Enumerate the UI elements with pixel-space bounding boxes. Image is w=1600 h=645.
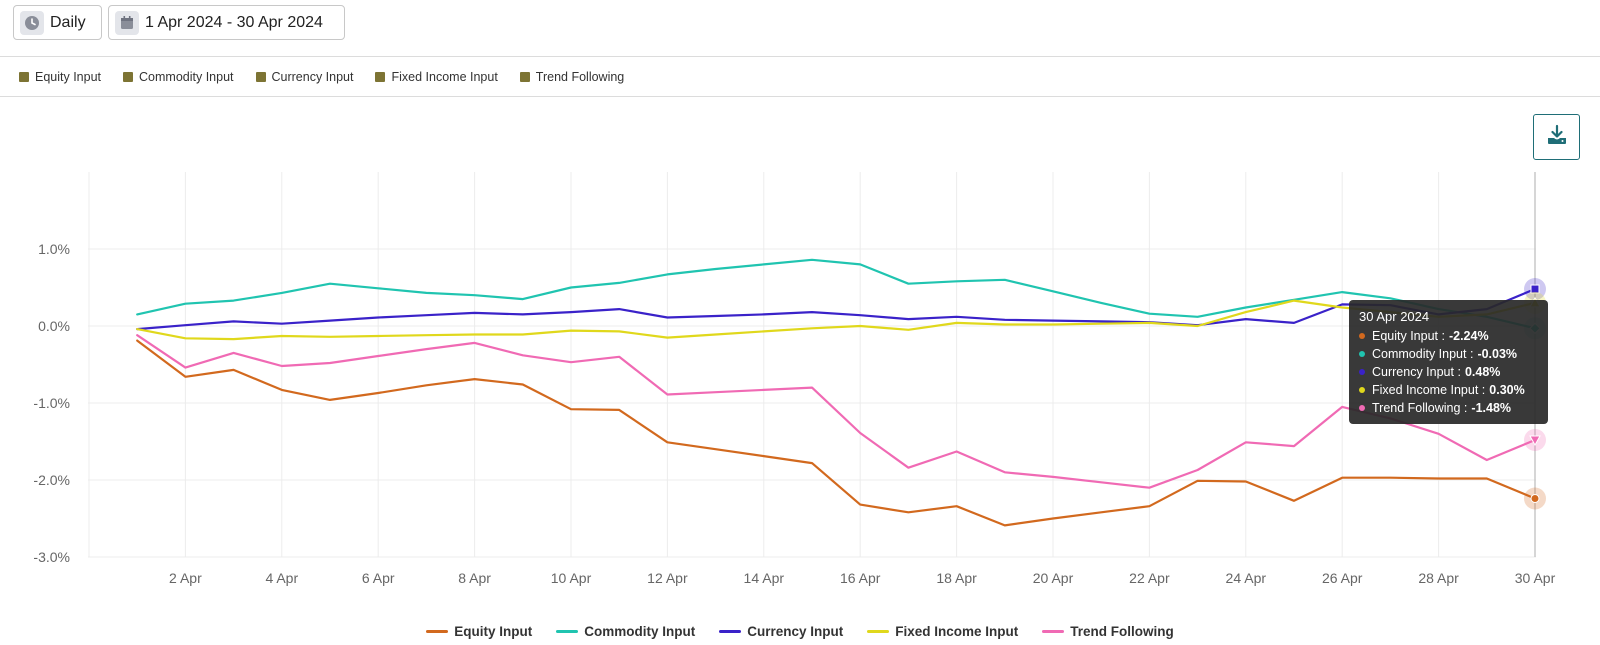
legend-swatch <box>719 629 742 633</box>
y-tick-label: -3.0% <box>33 549 70 565</box>
legend-label: Commodity Input <box>584 623 696 639</box>
tooltip-row: Currency Input :0.48% <box>1359 363 1538 381</box>
y-tick-label: -1.0% <box>33 395 70 411</box>
tooltip-value: -0.03% <box>1477 347 1518 361</box>
line-chart: -3.0% -2.0% -1.0% 0.0% 1.0% 2 Apr 4 Apr 6 Apr 8 … <box>33 172 1556 586</box>
data-point <box>1530 493 1540 503</box>
tooltip-label: Fixed Income Input : <box>1372 383 1486 397</box>
tooltip-row: Commodity Input : -0.03% <box>1359 345 1538 363</box>
tooltip-row: Trend Following : -1.48% <box>1359 399 1538 417</box>
tooltip-label: Equity Input : <box>1372 329 1445 343</box>
filter-fixed-income-input[interactable]: Fixed Income Input <box>375 69 498 84</box>
legend-label: Currency Input <box>747 623 844 639</box>
legend-item-equity-input[interactable]: Equity Input <box>426 624 532 639</box>
x-tick-label: 18 Apr <box>936 570 977 586</box>
series-line <box>136 258 1537 330</box>
tooltip-value: -1.48% <box>1471 401 1512 415</box>
tooltip-row: Equity Input : -2.24% <box>1359 327 1538 345</box>
calendar-icon <box>115 10 139 35</box>
series-line <box>136 339 1537 527</box>
filter-currency-input[interactable]: Currency Input <box>255 69 354 84</box>
tooltip-label: Trend Following : <box>1372 401 1468 415</box>
date-range-label: 1 Apr 2024 - 30 Apr 2024 <box>145 13 323 31</box>
filter-label: Fixed Income Input <box>391 69 498 84</box>
tooltip-label: Currency Input : <box>1372 365 1461 379</box>
legend-label: Fixed Income Input <box>895 623 1019 639</box>
legend-item-trend-following[interactable]: Trend Following <box>1042 624 1174 639</box>
legend-label: Trend Following <box>1070 623 1174 639</box>
tooltip-value: -2.24% <box>1448 329 1489 343</box>
filter-swatch <box>375 71 386 82</box>
x-tick-label: 10 Apr <box>551 570 592 586</box>
period-selector[interactable]: Daily <box>13 5 102 40</box>
legend-swatch <box>867 629 890 633</box>
filter-commodity-input[interactable]: Commodity Input <box>123 69 234 84</box>
chart-legend: Equity Input Commodity Input Currency In… <box>0 620 1600 642</box>
x-tick-label: 30 Apr <box>1515 570 1556 586</box>
clock-icon <box>20 10 44 35</box>
data-point <box>1529 435 1541 446</box>
x-tick-label: 6 Apr <box>362 570 395 586</box>
x-tick-label: 28 Apr <box>1418 570 1459 586</box>
x-tick-label: 2 Apr <box>169 570 202 586</box>
x-tick-label: 16 Apr <box>840 570 881 586</box>
series-line <box>136 334 1537 489</box>
y-tick-label: 1.0% <box>38 241 70 257</box>
filter-label: Commodity Input <box>139 69 234 84</box>
legend-label: Equity Input <box>454 623 533 639</box>
y-tick-label: -2.0% <box>33 472 70 488</box>
tooltip-label: Commodity Input : <box>1372 347 1474 361</box>
legend-swatch <box>1042 629 1065 633</box>
filter-swatch <box>19 71 29 82</box>
series-line <box>136 299 1537 341</box>
filter-label: Trend Following <box>535 69 625 84</box>
tooltip-dot <box>1359 387 1365 393</box>
x-tick-label: 26 Apr <box>1322 570 1363 586</box>
toolbar: Daily 1 Apr 2024 - 30 Apr 2024 <box>0 0 1600 57</box>
x-tick-label: 4 Apr <box>265 570 298 586</box>
x-tick-label: 20 Apr <box>1033 570 1074 586</box>
series-line <box>136 287 1537 331</box>
y-tick-label: 0.0% <box>38 318 70 334</box>
legend-swatch <box>556 629 579 633</box>
data-point <box>1530 284 1540 294</box>
tooltip-value: 0.30% <box>1489 383 1525 397</box>
legend-swatch <box>426 629 449 633</box>
filter-swatch <box>519 71 530 82</box>
download-icon <box>1545 123 1569 152</box>
legend-item-currency-input[interactable]: Currency Input <box>719 624 843 639</box>
filter-label: Equity Input <box>35 69 102 84</box>
filter-label: Currency Input <box>271 69 354 84</box>
chart-tooltip: 30 Apr 2024 Equity Input : -2.24% Commodi… <box>1349 300 1548 424</box>
filter-swatch <box>123 71 134 82</box>
tooltip-row: Fixed Income Input :0.30% <box>1359 381 1538 399</box>
tooltip-dot <box>1359 369 1365 375</box>
legend-item-commodity-input[interactable]: Commodity Input <box>556 624 695 639</box>
x-tick-label: 12 Apr <box>647 570 688 586</box>
filter-swatch <box>255 71 266 82</box>
x-tick-label: 24 Apr <box>1226 570 1267 586</box>
download-button[interactable] <box>1533 114 1580 160</box>
series-filter-bar: Equity Input Commodity Input Currency In… <box>0 57 1600 97</box>
filter-equity-input[interactable]: Equity Input <box>19 70 101 84</box>
tooltip-value: 0.48% <box>1464 365 1501 379</box>
x-tick-label: 8 Apr <box>458 570 491 586</box>
x-tick-label: 14 Apr <box>744 570 785 586</box>
date-range-picker[interactable]: 1 Apr 2024 - 30 Apr 2024 <box>108 5 345 40</box>
tooltip-dot <box>1359 405 1365 411</box>
tooltip-dot <box>1359 351 1365 357</box>
period-label: Daily <box>50 13 86 31</box>
filter-trend-following[interactable]: Trend Following <box>519 69 625 84</box>
x-tick-label: 22 Apr <box>1129 570 1170 586</box>
tooltip-date: 30 Apr 2024 <box>1359 309 1430 324</box>
legend-item-fixed-income-input[interactable]: Fixed Income Input <box>867 624 1018 639</box>
tooltip-dot <box>1359 333 1365 339</box>
